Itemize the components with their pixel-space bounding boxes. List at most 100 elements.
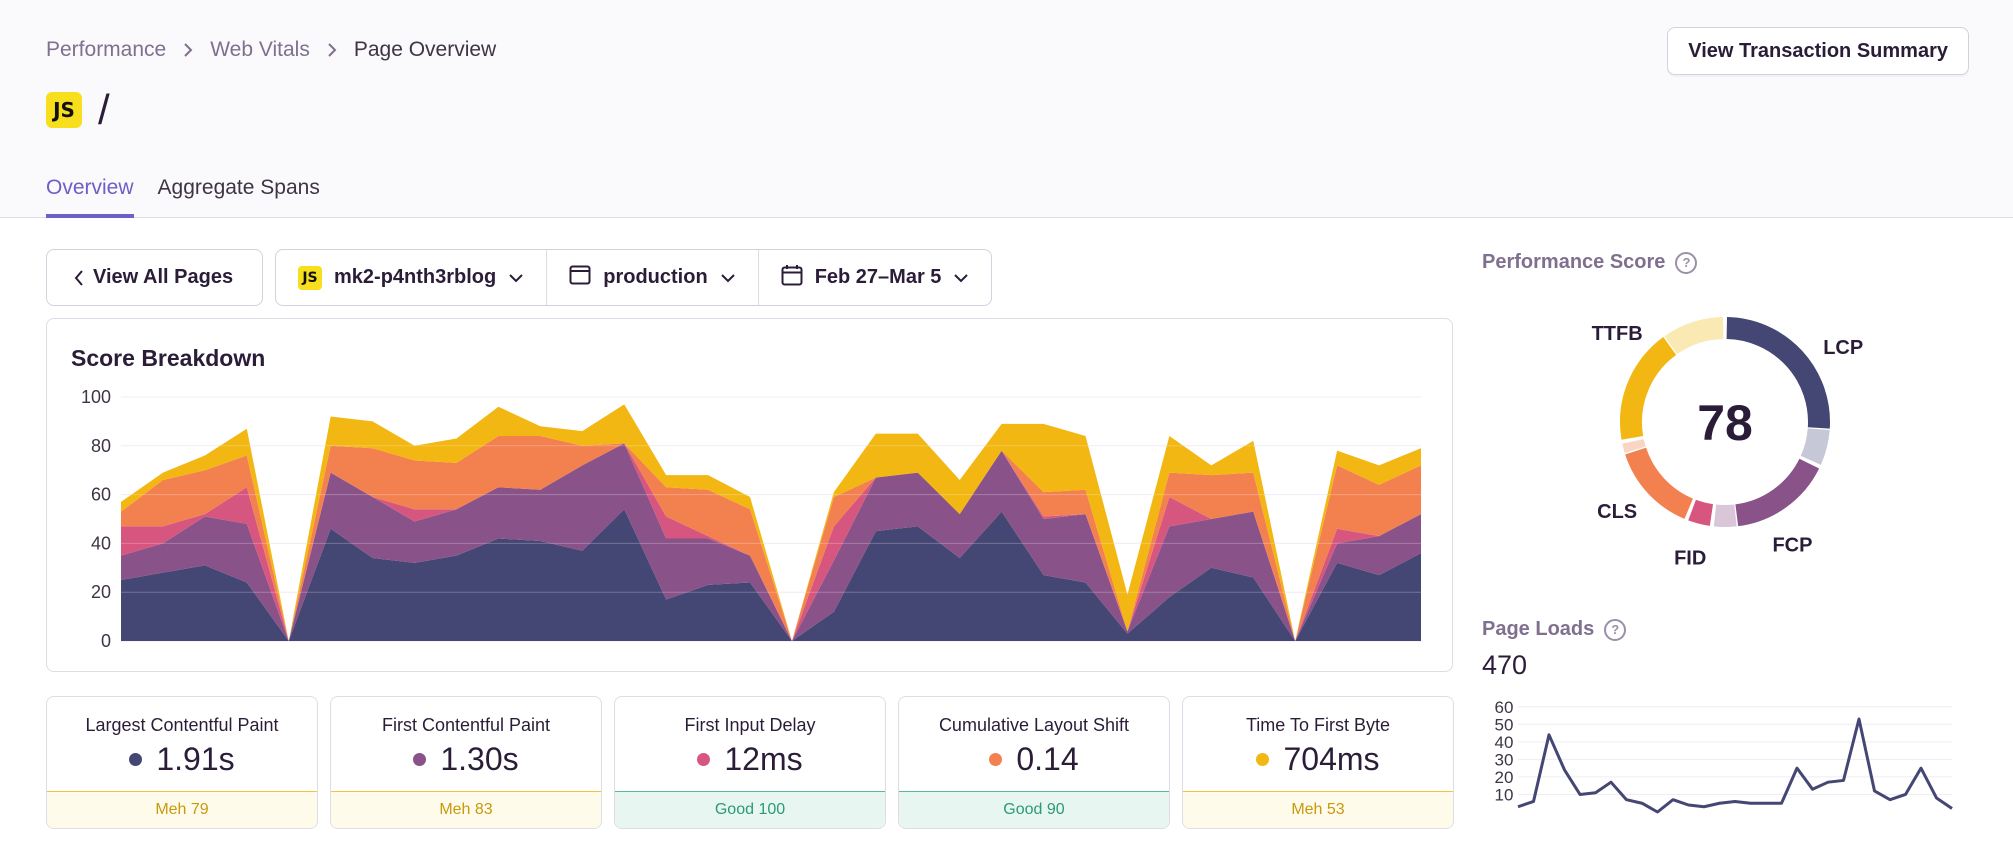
breadcrumb-page-overview: Page Overview bbox=[353, 38, 497, 61]
score-arc-fcp[interactable] bbox=[1735, 458, 1820, 527]
tab-aggregate-spans[interactable]: Aggregate Spans bbox=[157, 176, 320, 199]
y-tick-label: 20 bbox=[91, 582, 111, 602]
view-all-pages-label: View All Pages bbox=[93, 266, 234, 288]
metric-value: 12ms bbox=[724, 741, 803, 777]
page-loads-count: 470 bbox=[1482, 650, 1528, 680]
view-transaction-summary-button[interactable]: View Transaction Summary bbox=[1667, 27, 1969, 75]
metric-card[interactable]: Cumulative Layout Shift 0.14 Good 90 bbox=[898, 696, 1170, 829]
calendar-icon bbox=[781, 264, 803, 292]
metric-color-dot bbox=[697, 753, 711, 766]
page-loads-line[interactable] bbox=[1517, 717, 1953, 814]
chevron-right-icon bbox=[182, 42, 194, 58]
chevron-down-icon bbox=[953, 266, 969, 289]
y-tick-label: 40 bbox=[91, 533, 111, 553]
metric-value-row: 1.30s bbox=[331, 741, 601, 778]
javascript-platform-icon: JS bbox=[46, 92, 82, 128]
project-label: mk2-p4nth3rblog bbox=[334, 266, 497, 288]
score-arc-ttfb[interactable] bbox=[1620, 337, 1677, 440]
metric-color-dot bbox=[1256, 753, 1270, 766]
page-title: / bbox=[98, 86, 110, 133]
score-arc-lcp[interactable] bbox=[1726, 317, 1830, 429]
metric-value-row: 0.14 bbox=[899, 741, 1169, 778]
performance-score-label: Performance Score bbox=[1482, 251, 1666, 273]
area-series-fcp[interactable] bbox=[121, 443, 1421, 641]
metric-value-row: 1.91s bbox=[47, 741, 317, 778]
score-arc-remaining-lcp[interactable] bbox=[1800, 428, 1830, 465]
metric-name: First Contentful Paint bbox=[381, 715, 551, 735]
metric-card[interactable]: Time To First Byte 704ms Meh 53 bbox=[1182, 696, 1454, 829]
chevron-right-icon bbox=[326, 42, 338, 58]
tab-overview[interactable]: Overview bbox=[46, 176, 134, 218]
score-breakdown-card: 0 20 40 60 80 100 Score Breakdown bbox=[46, 318, 1453, 672]
breadcrumb-web-vitals[interactable]: Web Vitals bbox=[210, 38, 310, 61]
score-arc-fid[interactable] bbox=[1688, 499, 1714, 526]
y-tick-label: 10 bbox=[1495, 785, 1514, 804]
view-all-pages-button[interactable]: View All Pages bbox=[46, 249, 263, 306]
y-tick-label: 60 bbox=[1495, 698, 1514, 717]
metric-status-badge: Meh 83 bbox=[331, 791, 601, 828]
metric-name: Cumulative Layout Shift bbox=[938, 715, 1130, 735]
area-series-fid[interactable] bbox=[121, 443, 1421, 641]
ring-label-cls: CLS bbox=[1597, 501, 1637, 523]
date-range-selector[interactable]: Feb 27–Mar 5 bbox=[757, 250, 992, 305]
area-series-lcp[interactable] bbox=[121, 509, 1421, 641]
metric-value: 1.91s bbox=[156, 741, 235, 777]
metric-card[interactable]: First Input Delay 12ms Good 100 bbox=[614, 696, 886, 829]
metric-card[interactable]: Largest Contentful Paint 1.91s Meh 79 bbox=[46, 696, 318, 829]
metric-status-badge: Meh 53 bbox=[1183, 791, 1453, 828]
metric-name: Time To First Byte bbox=[1245, 715, 1391, 735]
metric-card[interactable]: First Contentful Paint 1.30s Meh 83 bbox=[330, 696, 602, 829]
ring-label-fid: FID bbox=[1674, 548, 1706, 570]
window-icon bbox=[569, 265, 591, 291]
y-tick-label: 60 bbox=[91, 485, 111, 505]
area-series-cls[interactable] bbox=[121, 436, 1421, 641]
y-tick-label: 80 bbox=[91, 436, 111, 456]
performance-score-heading: Performance Score ? bbox=[1482, 251, 1698, 274]
metric-color-dot bbox=[989, 753, 1003, 766]
metric-status-badge: Good 90 bbox=[899, 791, 1169, 828]
question-icon[interactable]: ? bbox=[1675, 251, 1698, 274]
filter-bar: View All Pages JS mk2-p4nth3rblog produc… bbox=[46, 249, 993, 306]
score-arc-remaining-cls[interactable] bbox=[1622, 438, 1646, 454]
ring-label-lcp: LCP bbox=[1823, 337, 1863, 359]
chevron-left-icon bbox=[73, 269, 85, 287]
page-header: Performance Web Vitals Page Overview JS … bbox=[0, 0, 2013, 218]
javascript-project-icon: JS bbox=[298, 265, 322, 290]
question-icon[interactable]: ? bbox=[1604, 618, 1627, 641]
page-loads-heading: Page Loads ? bbox=[1482, 618, 1627, 641]
y-tick-label: 30 bbox=[1495, 750, 1514, 769]
metric-value-row: 704ms bbox=[1183, 741, 1453, 778]
y-tick-label: 20 bbox=[1495, 768, 1514, 787]
breadcrumb-performance[interactable]: Performance bbox=[46, 38, 167, 61]
ring-label-fcp: FCP bbox=[1772, 535, 1812, 557]
y-tick-label: 0 bbox=[101, 631, 111, 651]
page-title-row: JS / bbox=[46, 86, 110, 134]
page-filters: JS mk2-p4nth3rblog production Feb 27–Mar… bbox=[275, 249, 993, 306]
metric-value: 0.14 bbox=[1016, 741, 1079, 777]
metric-color-dot bbox=[413, 753, 427, 766]
y-tick-label: 40 bbox=[1495, 733, 1514, 752]
score-arc-cls[interactable] bbox=[1625, 447, 1694, 519]
page-loads-label: Page Loads bbox=[1482, 618, 1595, 640]
chevron-down-icon bbox=[720, 266, 736, 289]
metric-color-dot bbox=[129, 753, 143, 766]
metric-value: 1.30s bbox=[440, 741, 519, 777]
score-arc-remaining-ttfb[interactable] bbox=[1664, 317, 1724, 355]
metric-name: First Input Delay bbox=[684, 715, 816, 735]
environment-selector[interactable]: production bbox=[546, 250, 757, 305]
environment-label: production bbox=[603, 266, 708, 288]
score-breakdown-title: Score Breakdown bbox=[71, 345, 266, 371]
metric-value-row: 12ms bbox=[615, 741, 885, 778]
breadcrumb: Performance Web Vitals Page Overview bbox=[46, 38, 496, 62]
y-tick-label: 50 bbox=[1495, 715, 1514, 734]
ring-label-ttfb: TTFB bbox=[1592, 323, 1643, 345]
metric-status-badge: Good 100 bbox=[615, 791, 885, 828]
chevron-down-icon bbox=[508, 266, 524, 289]
metric-value: 704ms bbox=[1283, 741, 1380, 777]
score-arc-remaining-fcp[interactable] bbox=[1713, 504, 1737, 527]
project-selector[interactable]: JS mk2-p4nth3rblog bbox=[276, 250, 546, 305]
date-range-label: Feb 27–Mar 5 bbox=[814, 266, 942, 288]
metric-status-badge: Meh 79 bbox=[47, 791, 317, 828]
tab-bar: Overview Aggregate Spans bbox=[46, 176, 344, 218]
